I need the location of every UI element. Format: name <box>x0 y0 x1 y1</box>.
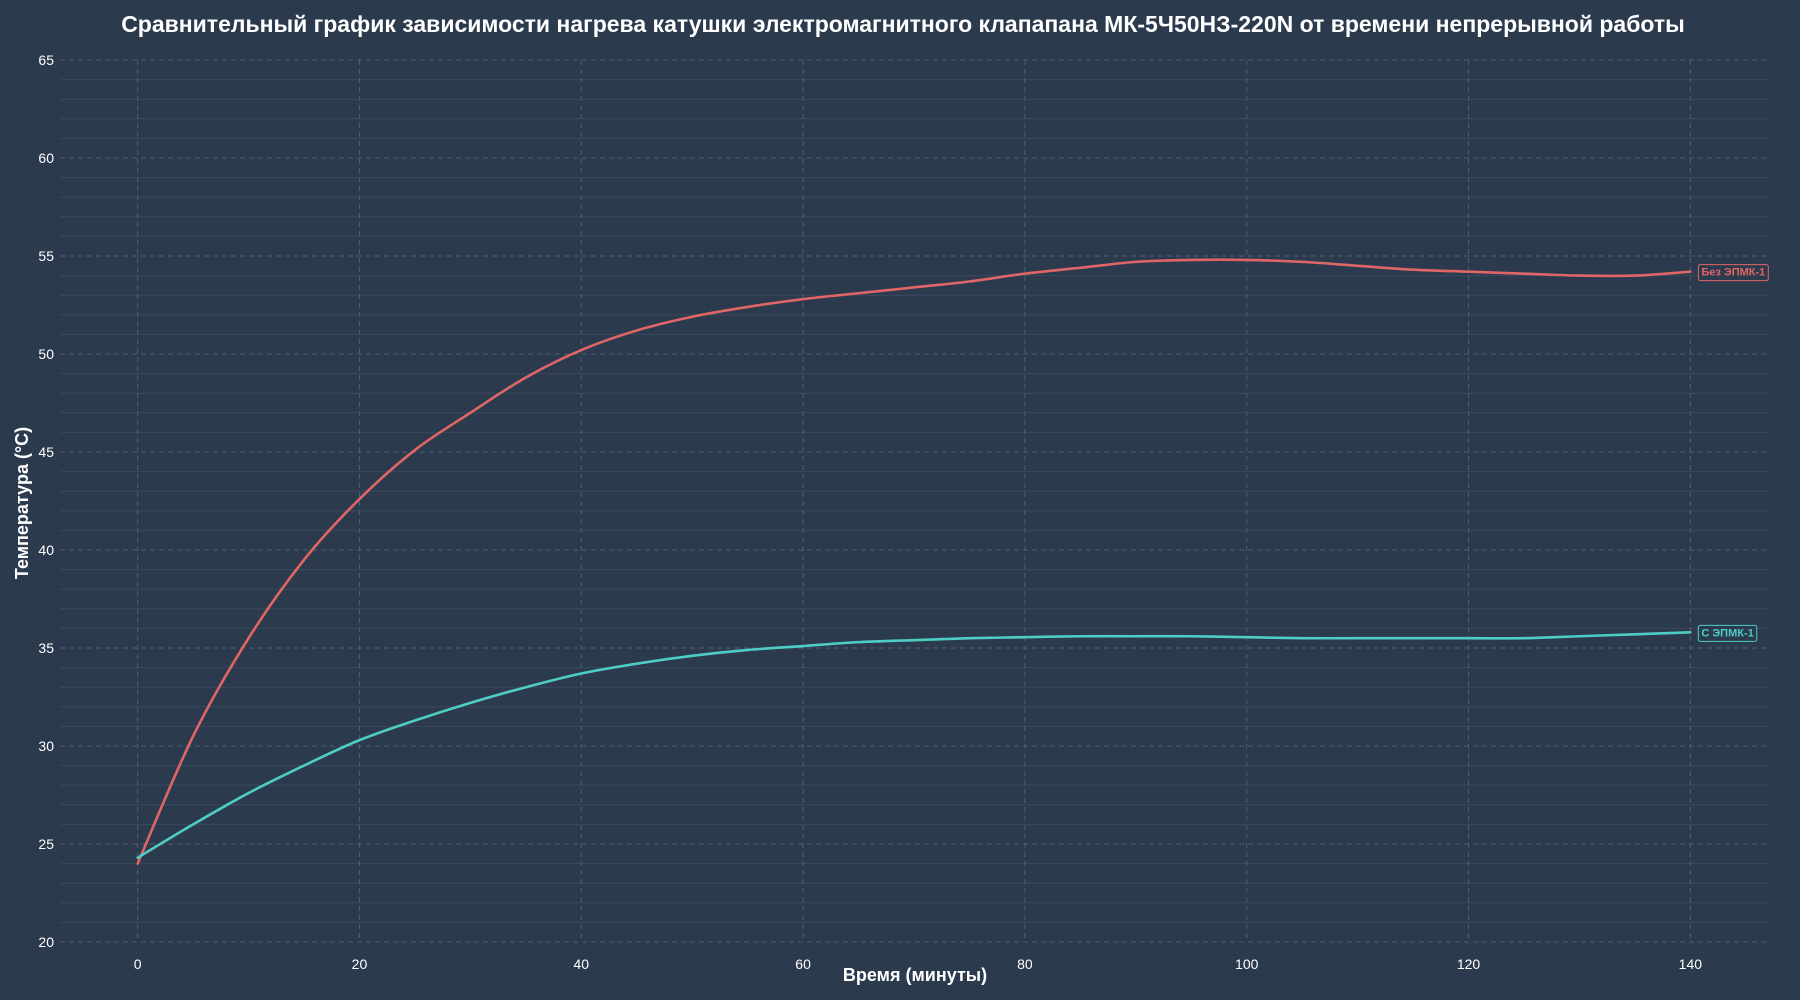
y-axis-label: Температура (°C) <box>12 427 32 579</box>
x-axis-ticks: 0 20 40 60 80 100 120 140 <box>134 956 1703 972</box>
series-end-label-box <box>1697 624 1758 642</box>
y-tick-label: 50 <box>38 346 54 362</box>
series-end-labels: Без ЭПМК-1 С ЭПМК-1 <box>1697 264 1769 642</box>
chart-title: Сравнительный график зависимости нагрева… <box>121 11 1685 37</box>
series-end-label-text: Без ЭПМК-1 <box>1701 267 1765 279</box>
x-tick-label: 20 <box>352 956 368 972</box>
series-end-label-1: Без ЭПМК-1 <box>1697 264 1769 282</box>
x-tick-label: 60 <box>795 956 811 972</box>
x-tick-label: 120 <box>1457 956 1481 972</box>
y-tick-label: 65 <box>38 52 54 68</box>
y-tick-label: 20 <box>38 934 54 950</box>
y-tick-label: 55 <box>38 248 54 264</box>
y-tick-label: 40 <box>38 542 54 558</box>
x-tick-label: 0 <box>134 956 142 972</box>
minor-grid <box>60 79 1768 923</box>
series-end-label-box <box>1697 264 1769 282</box>
x-tick-label: 100 <box>1235 956 1259 972</box>
series-end-label-text: С ЭПМК-1 <box>1701 627 1753 639</box>
series-line-1 <box>136 258 1692 865</box>
x-tick-label: 140 <box>1679 956 1703 972</box>
x-tick-label: 80 <box>1017 956 1033 972</box>
y-tick-label: 45 <box>38 444 54 460</box>
y-tick-label: 30 <box>38 738 54 754</box>
major-grid <box>60 59 1768 943</box>
y-tick-label: 35 <box>38 640 54 656</box>
series-line-2 <box>136 631 1692 860</box>
x-axis-label: Время (минуты) <box>843 965 987 985</box>
y-axis-ticks: 20 25 30 35 40 45 50 55 60 65 <box>38 52 54 950</box>
series-layer <box>136 258 1692 865</box>
x-tick-label: 40 <box>573 956 589 972</box>
series-end-label-2: С ЭПМК-1 <box>1697 624 1758 642</box>
y-tick-label: 25 <box>38 836 54 852</box>
y-tick-label: 60 <box>38 150 54 166</box>
